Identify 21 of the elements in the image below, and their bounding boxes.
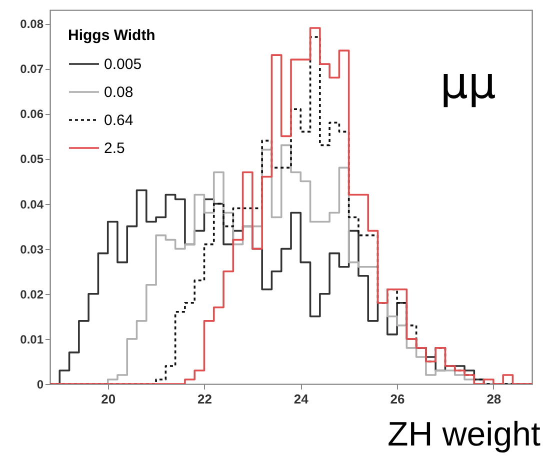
y-tick-label: 0.02 bbox=[20, 287, 44, 302]
legend-title: Higgs Width bbox=[68, 27, 156, 44]
y-tick-label: 0.03 bbox=[20, 242, 44, 256]
y-tick-label: 0.04 bbox=[20, 197, 44, 212]
y-tick-label: 0.05 bbox=[20, 152, 44, 166]
legend-label: 0.08 bbox=[104, 84, 134, 101]
annotation: μμ bbox=[440, 58, 496, 109]
y-tick-label: 0.08 bbox=[20, 17, 44, 32]
y-tick-label: 0.01 bbox=[20, 332, 44, 346]
y-tick-label: 0.07 bbox=[20, 62, 44, 76]
x-tick-label: 22 bbox=[198, 392, 212, 406]
x-tick-label: 28 bbox=[486, 392, 502, 406]
legend-label: 0.64 bbox=[104, 112, 134, 129]
y-tick-label: 0 bbox=[36, 378, 44, 392]
legend-label: 2.5 bbox=[104, 140, 125, 157]
x-tick-label: 26 bbox=[390, 392, 405, 406]
x-tick-label: 20 bbox=[101, 392, 116, 406]
x-axis-title: ZH weight bbox=[387, 416, 542, 454]
x-tick-label: 24 bbox=[294, 392, 310, 406]
y-tick-label: 0.06 bbox=[20, 107, 44, 122]
legend-label: 0.005 bbox=[104, 56, 142, 73]
